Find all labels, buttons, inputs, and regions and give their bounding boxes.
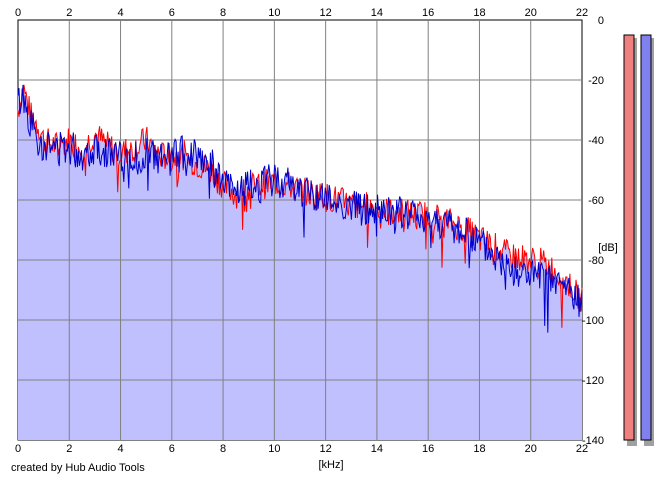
level-meter-1 <box>623 34 635 441</box>
level-meter-2 <box>640 34 652 441</box>
credit-text: created by Hub Audio Tools <box>11 462 145 474</box>
x-tick-label-top: 20 <box>525 7 537 19</box>
x-axis-label: [kHz] <box>318 459 343 471</box>
y-tick-label: -100 <box>582 315 604 327</box>
x-tick-label-bottom: 18 <box>473 443 485 455</box>
x-tick-label-top: 12 <box>320 7 332 19</box>
x-tick-label-bottom: 12 <box>320 443 332 455</box>
x-tick-label-top: 22 <box>576 7 588 19</box>
x-tick-label-top: 2 <box>66 7 72 19</box>
y-tick-label: -40 <box>588 135 604 147</box>
x-tick-label-top: 14 <box>371 7 383 19</box>
x-ticks-bottom: 0 2 4 6 8 10 12 14 16 18 20 22 <box>15 443 588 455</box>
grid <box>18 20 582 440</box>
y-tick-label: -140 <box>582 435 604 447</box>
x-tick-label-top: 16 <box>422 7 434 19</box>
y-tick-label: -80 <box>588 255 604 267</box>
series-line-2 <box>17 84 583 333</box>
x-tick-label-bottom: 22 <box>576 443 588 455</box>
y-tick-label: 0 <box>598 15 604 27</box>
x-ticks-top: 0 2 4 6 8 10 12 14 16 18 20 22 <box>15 7 588 19</box>
series-lines <box>17 84 583 333</box>
x-tick-label-bottom: 10 <box>268 443 280 455</box>
y-axis-label: [dB] <box>598 242 618 254</box>
x-tick-label-bottom: 0 <box>15 443 21 455</box>
y-tick-label: -120 <box>582 375 604 387</box>
x-tick-label-top: 10 <box>268 7 280 19</box>
y-ticks-right: 0 -20 -40 -60 -80 -100 -120 -140 <box>582 15 604 447</box>
x-tick-label-top: 6 <box>169 7 175 19</box>
x-tick-label-bottom: 16 <box>422 443 434 455</box>
level-meters <box>623 34 654 446</box>
spectrum-area <box>18 84 582 441</box>
x-tick-label-top: 0 <box>15 7 21 19</box>
y-tick-label: -20 <box>588 75 604 87</box>
x-tick-label-bottom: 8 <box>220 443 226 455</box>
x-tick-label-bottom: 4 <box>117 443 123 455</box>
x-tick-label-bottom: 14 <box>371 443 383 455</box>
x-tick-label-bottom: 6 <box>169 443 175 455</box>
x-tick-label-top: 4 <box>117 7 123 19</box>
x-tick-label-top: 18 <box>473 7 485 19</box>
y-tick-label: -60 <box>588 195 604 207</box>
spectrum-fill <box>18 84 582 441</box>
x-tick-label-bottom: 20 <box>525 443 537 455</box>
x-tick-label-bottom: 2 <box>66 443 72 455</box>
x-tick-label-top: 8 <box>220 7 226 19</box>
